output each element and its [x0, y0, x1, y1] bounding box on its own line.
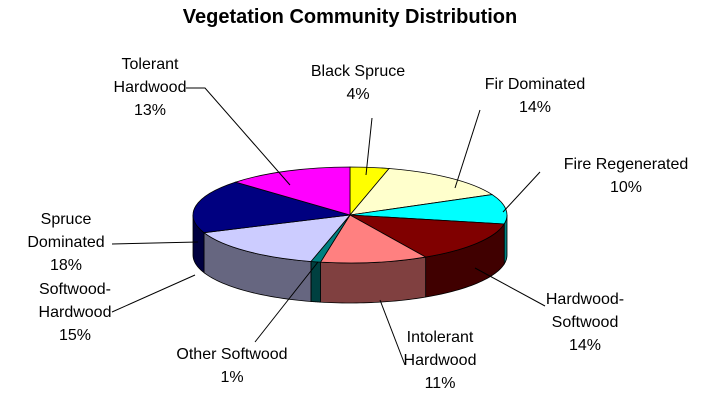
- slice-label: Intolerant Hardwood 11%: [395, 326, 485, 395]
- leader-line: [254, 261, 319, 343]
- category-label: Tolerant Hardwood: [113, 56, 187, 96]
- category-label: Softwood-Hardwood: [38, 281, 112, 321]
- category-label: Spruce Dominated: [27, 211, 105, 251]
- leader-line: [474, 267, 546, 307]
- slice: [203, 214, 351, 262]
- slice: [349, 214, 505, 258]
- leader-line: [111, 274, 196, 313]
- leader-line: [454, 109, 481, 189]
- slice: [349, 168, 494, 216]
- slice-label: Spruce Dominated 18%: [20, 208, 112, 277]
- leader-line: [186, 87, 291, 186]
- slice-label: Softwood-Hardwood 15%: [30, 278, 120, 347]
- value-label: 18%: [49, 257, 83, 274]
- category-label: Other Softwood: [176, 346, 288, 363]
- slice: [234, 166, 351, 216]
- slice-label: Fir Dominated 14%: [470, 73, 600, 119]
- value-label: 15%: [58, 327, 92, 344]
- value-label: 14%: [568, 337, 602, 354]
- chart-title: Vegetation Community Distribution: [182, 6, 518, 28]
- slice-label: Hardwood-Softwood 14%: [540, 288, 630, 357]
- category-label: Hardwood-Softwood: [545, 291, 625, 331]
- slice-label: Other Softwood 1%: [172, 343, 292, 389]
- category-label: Fire Regenerated: [563, 156, 689, 173]
- value-label: 13%: [133, 102, 167, 119]
- leader-line: [379, 299, 406, 366]
- value-label: 1%: [220, 369, 244, 386]
- slice-label: Fire Regenerated 10%: [540, 153, 712, 199]
- category-label: Fir Dominated: [484, 76, 586, 93]
- value-label: 4%: [346, 86, 370, 103]
- value-label: 14%: [518, 99, 552, 116]
- leader-line: [111, 241, 199, 245]
- value-label: 11%: [424, 375, 456, 392]
- slice-label: Black Spruce 4%: [298, 60, 418, 106]
- value-label: 10%: [609, 179, 643, 196]
- category-label: Intolerant Hardwood: [403, 329, 477, 369]
- slice: [319, 214, 427, 264]
- leader-line: [502, 171, 541, 213]
- slice-side: [310, 261, 321, 303]
- slice-label: Tolerant Hardwood 13%: [105, 53, 195, 122]
- leader-line: [365, 117, 373, 176]
- category-label: Black Spruce: [310, 63, 406, 80]
- slice: [192, 181, 351, 234]
- slice-side: [320, 256, 427, 304]
